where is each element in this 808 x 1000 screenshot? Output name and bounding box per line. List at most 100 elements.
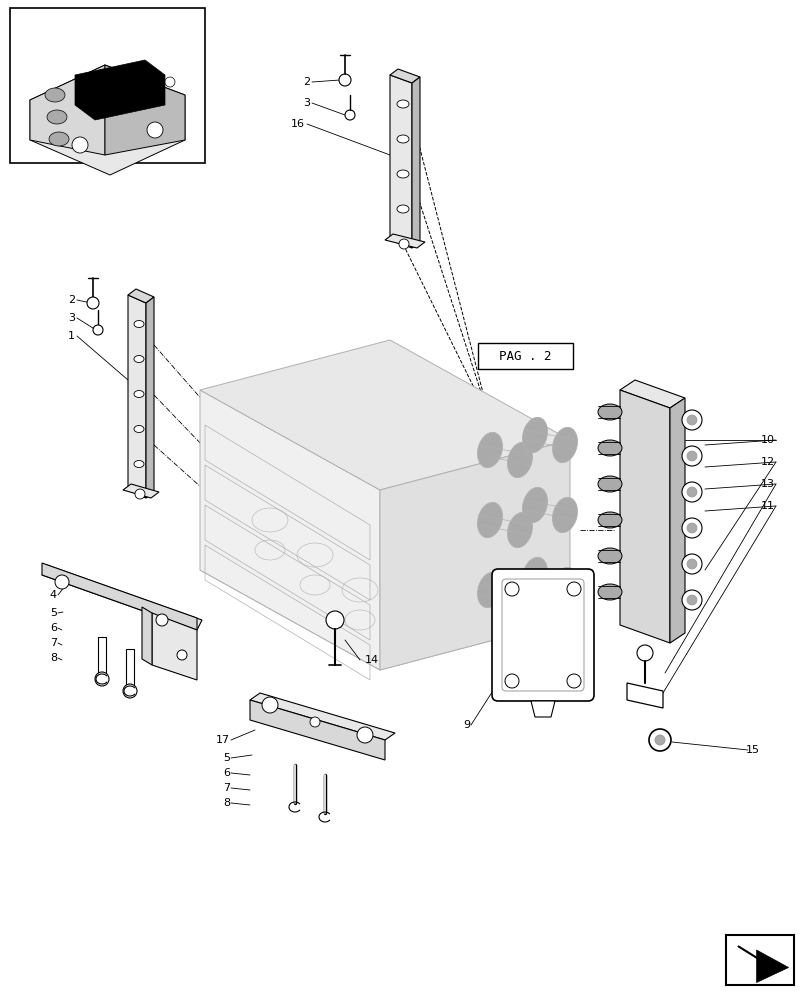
- Polygon shape: [200, 340, 570, 490]
- Ellipse shape: [49, 132, 69, 146]
- Circle shape: [687, 523, 697, 533]
- Ellipse shape: [523, 487, 548, 523]
- Circle shape: [87, 297, 99, 309]
- Ellipse shape: [523, 557, 548, 593]
- Polygon shape: [200, 520, 570, 670]
- Ellipse shape: [598, 584, 622, 600]
- Ellipse shape: [397, 170, 409, 178]
- Ellipse shape: [478, 572, 503, 608]
- Ellipse shape: [134, 320, 144, 328]
- Circle shape: [505, 582, 519, 596]
- Text: 2: 2: [68, 295, 75, 305]
- Polygon shape: [670, 398, 685, 643]
- Polygon shape: [390, 69, 420, 83]
- Circle shape: [399, 239, 409, 249]
- Polygon shape: [105, 65, 185, 155]
- Circle shape: [687, 487, 697, 497]
- Circle shape: [637, 645, 653, 661]
- Polygon shape: [146, 297, 154, 498]
- Circle shape: [95, 672, 109, 686]
- Ellipse shape: [598, 548, 622, 564]
- Circle shape: [682, 410, 702, 430]
- Circle shape: [123, 684, 137, 698]
- Text: 14: 14: [365, 655, 379, 665]
- Text: 6: 6: [223, 768, 230, 778]
- Polygon shape: [412, 77, 420, 248]
- Ellipse shape: [523, 417, 548, 453]
- Text: 10: 10: [761, 435, 775, 445]
- Bar: [10, 8, 205, 163]
- Text: 3: 3: [303, 98, 310, 108]
- Text: 6: 6: [50, 623, 57, 633]
- Polygon shape: [756, 950, 789, 982]
- Text: 8: 8: [223, 798, 230, 808]
- Ellipse shape: [397, 135, 409, 143]
- Text: 7: 7: [50, 638, 57, 648]
- Ellipse shape: [134, 390, 144, 397]
- Ellipse shape: [478, 502, 503, 538]
- Polygon shape: [390, 75, 412, 248]
- Text: 16: 16: [291, 119, 305, 129]
- Text: 1: 1: [68, 331, 75, 341]
- Circle shape: [262, 697, 278, 713]
- Circle shape: [165, 77, 175, 87]
- Ellipse shape: [134, 460, 144, 468]
- Polygon shape: [75, 60, 165, 120]
- Ellipse shape: [507, 582, 532, 618]
- Circle shape: [687, 595, 697, 605]
- Ellipse shape: [598, 440, 622, 456]
- Polygon shape: [152, 613, 197, 680]
- Circle shape: [357, 727, 373, 743]
- Circle shape: [156, 614, 168, 626]
- Circle shape: [326, 611, 344, 629]
- Text: 13: 13: [761, 479, 775, 489]
- Circle shape: [682, 554, 702, 574]
- Ellipse shape: [553, 497, 578, 533]
- Circle shape: [345, 110, 355, 120]
- Circle shape: [682, 518, 702, 538]
- Polygon shape: [42, 565, 202, 630]
- Circle shape: [655, 735, 665, 745]
- Ellipse shape: [478, 432, 503, 468]
- Ellipse shape: [598, 404, 622, 420]
- Ellipse shape: [397, 100, 409, 108]
- Ellipse shape: [45, 88, 65, 102]
- Ellipse shape: [134, 356, 144, 362]
- Polygon shape: [200, 390, 380, 670]
- Polygon shape: [123, 484, 159, 498]
- Circle shape: [687, 451, 697, 461]
- Circle shape: [682, 482, 702, 502]
- Polygon shape: [627, 683, 663, 708]
- Polygon shape: [128, 289, 154, 303]
- Polygon shape: [620, 380, 685, 408]
- Ellipse shape: [47, 110, 67, 124]
- Ellipse shape: [397, 205, 409, 213]
- Circle shape: [55, 575, 69, 589]
- Text: 5: 5: [223, 753, 230, 763]
- Circle shape: [649, 729, 671, 751]
- Circle shape: [567, 582, 581, 596]
- Circle shape: [567, 674, 581, 688]
- Text: 15: 15: [746, 745, 760, 755]
- Circle shape: [682, 590, 702, 610]
- Circle shape: [310, 717, 320, 727]
- Text: 12: 12: [761, 457, 775, 467]
- Text: 4: 4: [50, 590, 57, 600]
- Text: 7: 7: [223, 783, 230, 793]
- Bar: [478, 343, 573, 369]
- Circle shape: [505, 674, 519, 688]
- Text: PAG . 2: PAG . 2: [499, 350, 552, 362]
- Ellipse shape: [553, 427, 578, 463]
- Polygon shape: [385, 234, 425, 248]
- Text: 9: 9: [463, 720, 470, 730]
- Ellipse shape: [598, 512, 622, 528]
- Polygon shape: [250, 693, 395, 740]
- Ellipse shape: [598, 476, 622, 492]
- Ellipse shape: [134, 426, 144, 432]
- Polygon shape: [380, 440, 570, 670]
- Text: 17: 17: [216, 735, 230, 745]
- Polygon shape: [126, 649, 134, 687]
- Polygon shape: [620, 390, 670, 643]
- Polygon shape: [128, 295, 146, 498]
- Text: 3: 3: [68, 313, 75, 323]
